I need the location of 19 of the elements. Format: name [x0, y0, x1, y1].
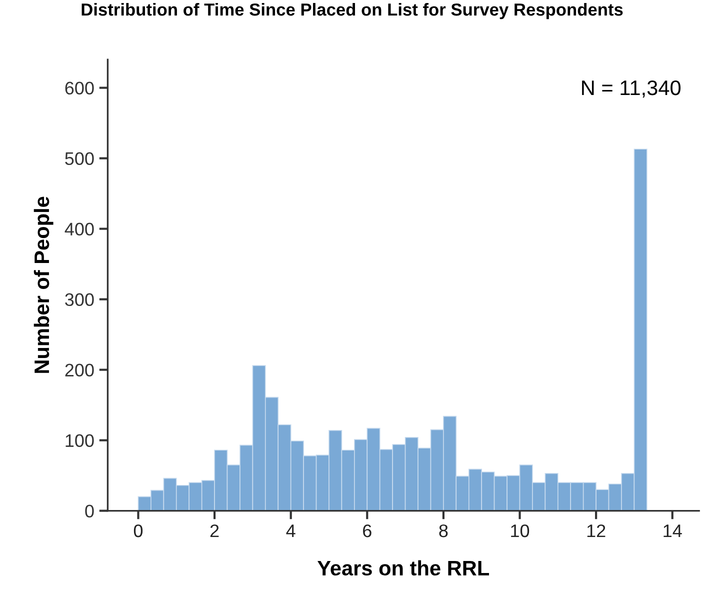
x-tick-label: 14 [664, 524, 682, 538]
y-tick-label: 300 [65, 293, 94, 306]
x-axis-title: Years on the RRL [318, 560, 490, 576]
x-tick-label: 8 [439, 524, 448, 538]
y-tick-label: 600 [65, 82, 94, 95]
y-axis-title: Number of People [34, 196, 54, 373]
chart-title: Distribution of Time Since Placed on List for Survey Respondents [82, 2, 623, 20]
x-tick-label: 2 [210, 524, 219, 538]
x-tick-label: 0 [134, 524, 143, 538]
annotation: N = 11,340 [582, 80, 681, 98]
y-tick-label: 500 [65, 152, 94, 166]
y-tick-label: 100 [66, 434, 94, 447]
x-tick-label: 12 [587, 524, 606, 538]
x-tick-label: 6 [363, 524, 372, 538]
y-tick-label: 0 [85, 504, 94, 518]
y-tick-label: 200 [65, 364, 94, 376]
x-tick-label: 10 [511, 524, 530, 538]
x-tick-label: 4 [286, 524, 296, 538]
y-tick-label: 400 [64, 222, 94, 236]
